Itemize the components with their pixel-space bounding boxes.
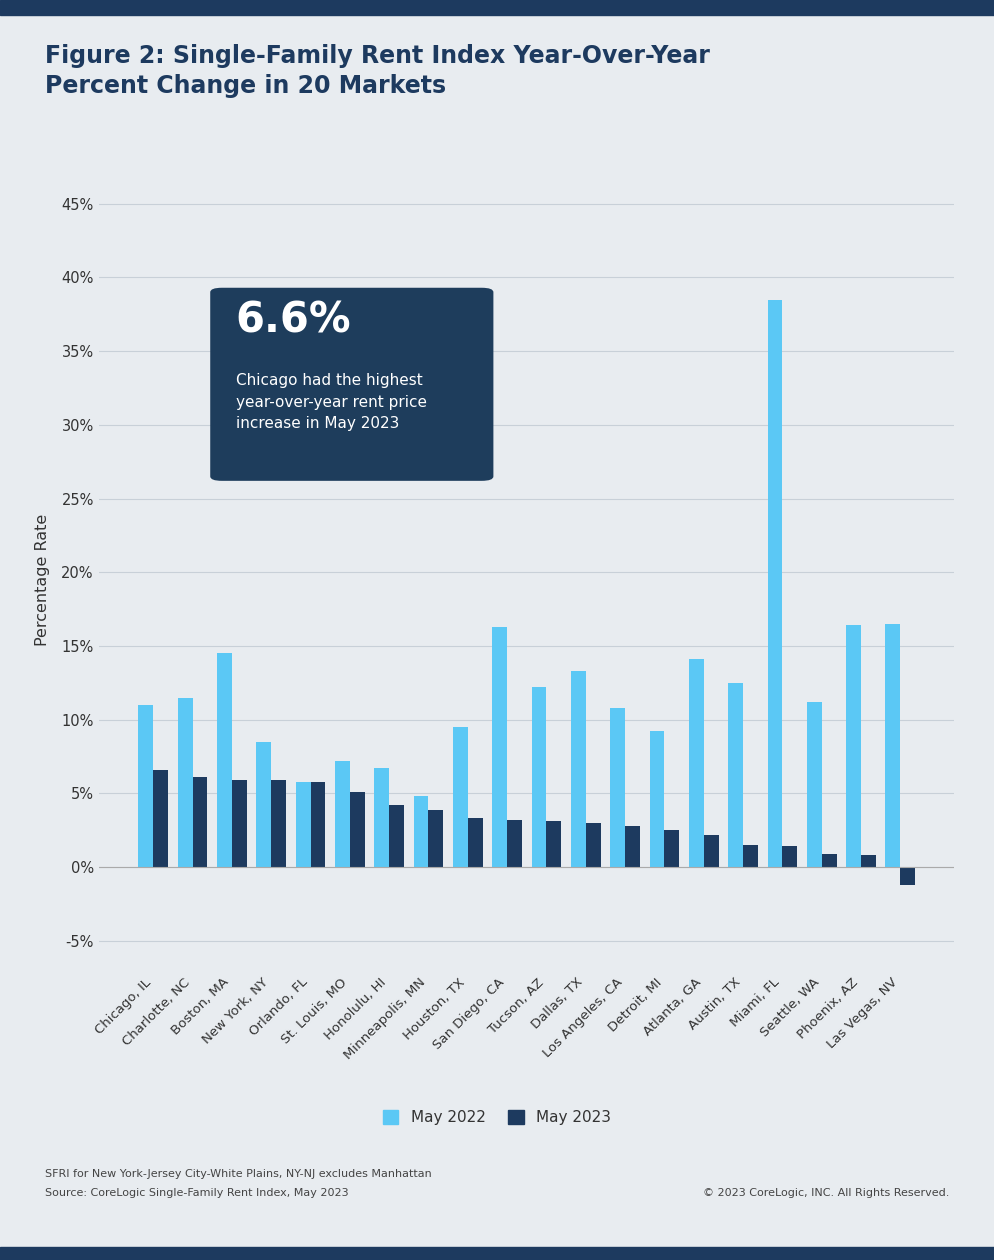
Bar <box>625 825 640 867</box>
Bar <box>610 708 625 867</box>
Bar <box>138 704 153 867</box>
Bar <box>374 769 390 867</box>
Bar <box>689 659 704 867</box>
Text: Figure 2: Single-Family Rent Index Year-Over-Year
Percent Change in 20 Markets: Figure 2: Single-Family Rent Index Year-… <box>45 44 710 98</box>
Bar <box>807 702 822 867</box>
Bar <box>886 624 901 867</box>
Text: © 2023 CoreLogic, INC. All Rights Reserved.: © 2023 CoreLogic, INC. All Rights Reserv… <box>703 1188 949 1198</box>
Bar <box>767 300 782 867</box>
FancyBboxPatch shape <box>210 287 493 481</box>
Bar <box>782 847 797 867</box>
Bar <box>649 731 664 867</box>
Bar <box>271 780 286 867</box>
Bar <box>492 626 507 867</box>
Bar <box>335 761 350 867</box>
Text: SFRI for New York-Jersey City-White Plains, NY-NJ excludes Manhattan: SFRI for New York-Jersey City-White Plai… <box>45 1169 431 1179</box>
Legend: May 2022, May 2023: May 2022, May 2023 <box>376 1102 618 1133</box>
Bar <box>901 867 915 885</box>
Bar <box>390 805 405 867</box>
Bar <box>350 791 365 867</box>
Bar <box>664 830 680 867</box>
Bar <box>822 854 837 867</box>
Bar <box>507 820 522 867</box>
Bar <box>547 822 562 867</box>
Bar <box>468 819 483 867</box>
Bar <box>153 770 168 867</box>
Text: Chicago had the highest
year-over-year rent price
increase in May 2023: Chicago had the highest year-over-year r… <box>236 373 426 431</box>
Bar <box>232 780 247 867</box>
Text: Source: CoreLogic Single-Family Rent Index, May 2023: Source: CoreLogic Single-Family Rent Ind… <box>45 1188 348 1198</box>
Bar <box>178 698 193 867</box>
Bar <box>217 653 232 867</box>
Bar <box>532 687 547 867</box>
Bar <box>428 809 443 867</box>
Bar <box>861 856 876 867</box>
Bar <box>256 742 271 867</box>
Bar <box>295 781 310 867</box>
Bar <box>453 727 468 867</box>
Bar <box>414 796 428 867</box>
Bar <box>571 672 585 867</box>
Bar <box>729 683 744 867</box>
Bar <box>310 781 325 867</box>
Bar <box>704 834 719 867</box>
Bar <box>846 625 861 867</box>
Y-axis label: Percentage Rate: Percentage Rate <box>35 514 51 645</box>
Bar <box>744 845 758 867</box>
Bar <box>193 777 208 867</box>
Text: 6.6%: 6.6% <box>236 300 352 341</box>
Bar <box>585 823 600 867</box>
